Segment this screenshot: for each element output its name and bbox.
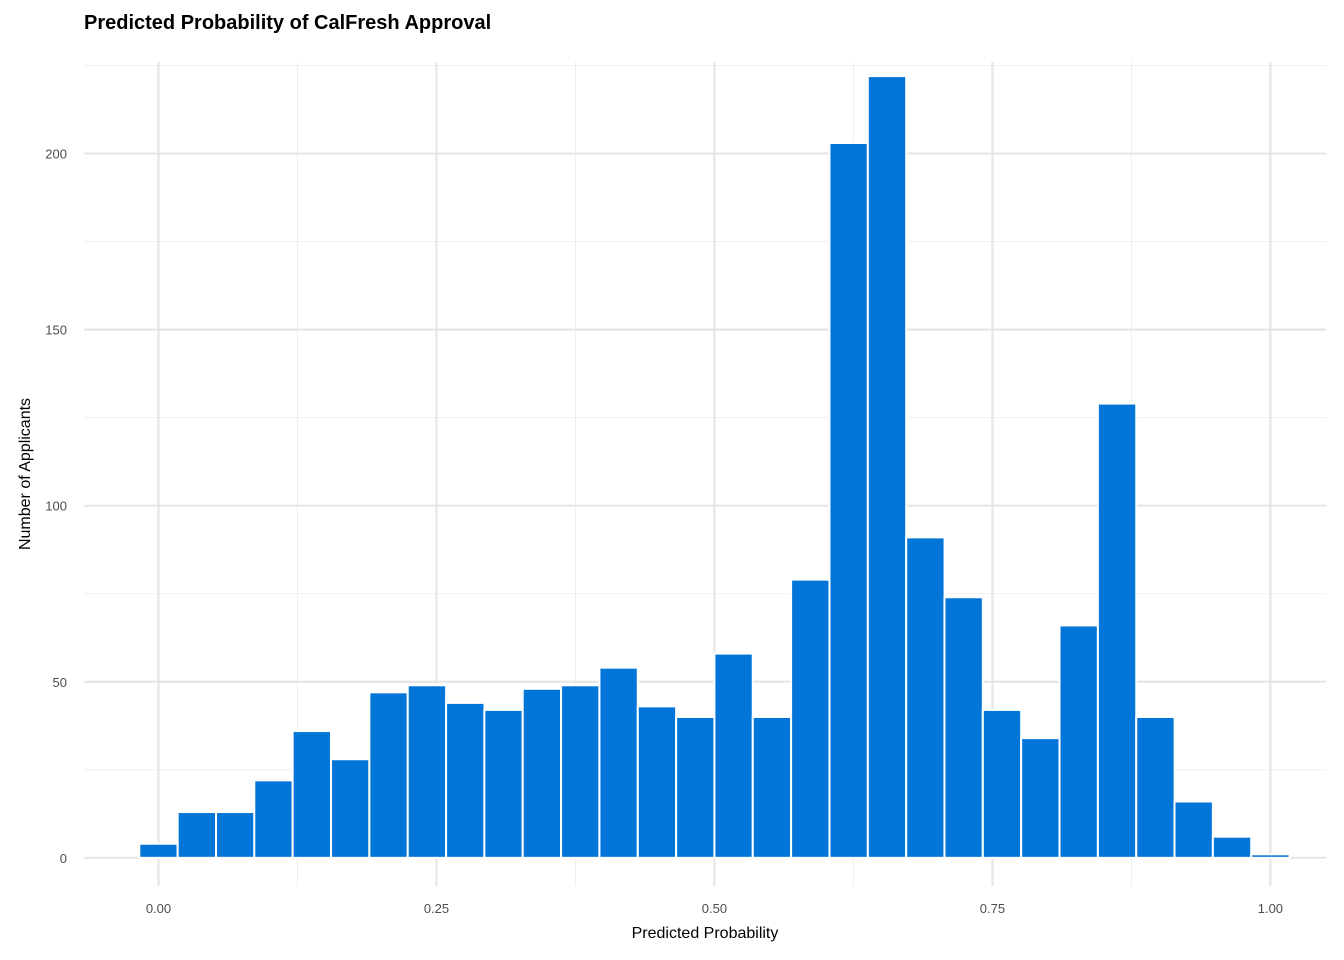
y-tick-label: 0 — [60, 851, 67, 866]
histogram-bar — [1250, 853, 1291, 859]
histogram-bar — [981, 708, 1023, 859]
histogram-bar — [1020, 737, 1061, 859]
histogram-bar — [943, 596, 984, 859]
x-tick-label: 0.75 — [980, 901, 1005, 916]
x-tick-label: 0.00 — [146, 901, 171, 916]
histogram-bar — [215, 811, 256, 859]
y-tick-label: 50 — [53, 675, 67, 690]
histogram-bar — [790, 578, 831, 859]
histogram-bar — [253, 779, 294, 859]
histogram-bar — [675, 715, 716, 859]
histogram-bar — [560, 684, 601, 859]
chart-title: Predicted Probability of CalFresh Approv… — [84, 12, 492, 34]
histogram-bar — [751, 715, 793, 859]
x-tick-label: 0.25 — [424, 901, 449, 916]
histogram-bar — [598, 666, 639, 859]
histogram-bar — [291, 730, 333, 859]
x-axis-title: Predicted Probability — [632, 925, 779, 942]
histogram-bars — [138, 75, 1291, 859]
histogram-bar — [521, 687, 563, 859]
x-tick-label: 1.00 — [1258, 901, 1283, 916]
y-tick-label: 200 — [45, 147, 67, 162]
histogram-bar — [866, 75, 908, 859]
histogram-bar — [713, 652, 754, 859]
histogram-bar — [445, 701, 486, 859]
histogram-bar — [1173, 800, 1214, 859]
x-tick-label: 0.50 — [702, 901, 727, 916]
histogram-bar — [406, 684, 448, 859]
histogram-bar — [176, 811, 218, 859]
histogram-bar — [828, 141, 869, 859]
x-axis-tick-labels: 0.00 0.25 0.50 0.75 1.00 — [146, 901, 1283, 916]
histogram-bar — [368, 691, 409, 859]
y-axis-tick-labels: 0 50 100 150 200 — [45, 147, 67, 866]
histogram-bar — [330, 758, 371, 859]
histogram-bar — [905, 536, 946, 859]
histogram-bar — [483, 708, 524, 859]
y-tick-label: 100 — [45, 499, 67, 514]
histogram-bar — [1058, 624, 1099, 859]
histogram-bar — [1211, 835, 1253, 859]
y-axis-title: Number of Applicants — [17, 398, 34, 550]
y-tick-label: 150 — [45, 323, 67, 338]
histogram-bar — [636, 705, 678, 859]
histogram-bar — [1096, 402, 1138, 859]
histogram-bar — [138, 842, 179, 859]
histogram-bar — [1135, 715, 1176, 859]
